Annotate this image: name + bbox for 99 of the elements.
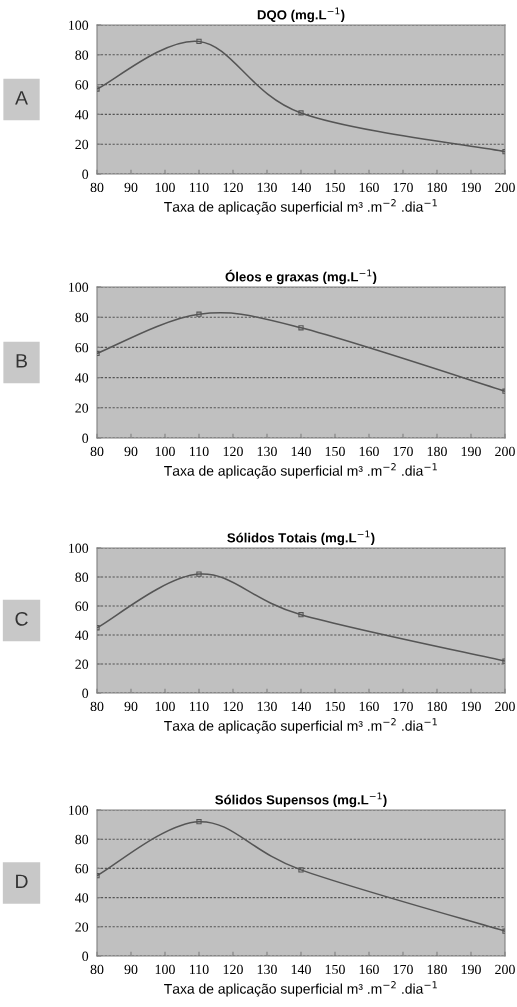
text: A <box>15 91 28 105</box>
x-tick-label: 80 <box>90 446 104 457</box>
x-tick-label: 200 <box>495 701 515 712</box>
y-tick-label: 20 <box>75 922 89 932</box>
y-tick-label: 60 <box>75 342 89 353</box>
y-tick-label: 0 <box>82 169 89 179</box>
x-tick-label: 100 <box>155 182 175 193</box>
x-axis-title: Taxa de aplicação superficial m³ .m$^{−2}$ .dia$^{−1}$ <box>164 463 437 479</box>
point <box>196 571 202 577</box>
chart-title: Sólidos Totais (mg.L$^{−1}$) <box>227 530 375 546</box>
x-tick-label: 90 <box>124 446 138 457</box>
chart-title: Sólidos Supensos (mg.L$^{−1}$) <box>215 792 387 808</box>
x-tick-label: 150 <box>325 446 345 457</box>
x-axis-title: Taxa de aplicação superficial m³ .m$^{−2}$ .dia$^{−1}$ <box>164 981 437 997</box>
x-tick-label: 180 <box>427 182 447 193</box>
x-tick-label: 140 <box>291 701 311 712</box>
x-tick-label: 80 <box>90 182 104 193</box>
line-series <box>97 819 505 934</box>
x-tick-label: 140 <box>291 964 311 975</box>
x-tick-label: 100 <box>155 701 175 712</box>
x-tick-label: 150 <box>325 182 345 193</box>
x-tick-label: 110 <box>190 182 209 193</box>
x-tick-label: 90 <box>124 701 138 712</box>
line-series <box>97 38 505 155</box>
y-tick-label: 20 <box>75 659 89 669</box>
point <box>196 38 202 45</box>
x-tick-label: 150 <box>325 964 345 975</box>
x-tick-label: 90 <box>124 964 138 975</box>
y-tick-label: 80 <box>75 572 89 582</box>
y-tick-label: 20 <box>75 403 89 413</box>
x-tick-label: 130 <box>257 964 277 975</box>
x-tick-label: 120 <box>223 964 243 975</box>
text: D <box>16 874 28 889</box>
x-tick-label: 80 <box>90 701 104 712</box>
x-tick-label: 180 <box>427 446 447 457</box>
chart-title: DQO (mg.L$^{−1}$) <box>257 7 345 23</box>
y-tick-label: 60 <box>75 863 89 874</box>
y-tick-label: 80 <box>75 834 89 845</box>
x-tick-label: 110 <box>190 446 209 457</box>
x-axis-title: Taxa de aplicação superficial m³ .m$^{−2}$ .dia$^{−1}$ <box>164 718 437 734</box>
x-tick-label: 110 <box>190 964 209 975</box>
x-tick-label: 160 <box>359 964 379 975</box>
x-tick-label: 160 <box>359 701 379 712</box>
x-tick-label: 130 <box>257 182 277 193</box>
y-tick-label: 0 <box>82 688 89 698</box>
x-tick-label: 160 <box>359 182 379 193</box>
point <box>298 867 304 873</box>
x-tick-label: 100 <box>155 446 175 457</box>
x-tick-label: 140 <box>291 446 311 457</box>
y-tick-label: 40 <box>75 373 89 383</box>
y-tick-label: 40 <box>75 630 89 640</box>
chart-title: Óleos e graxas (mg.L$^{−1}$) <box>225 269 377 285</box>
x-tick-label: 180 <box>427 964 447 975</box>
x-tick-label: 90 <box>124 182 138 193</box>
line-series <box>97 311 505 394</box>
x-tick-label: 120 <box>223 182 243 193</box>
x-tick-label: 160 <box>359 446 379 457</box>
y-tick-label: 100 <box>69 543 89 553</box>
y-tick-label: 80 <box>75 50 89 60</box>
x-tick-label: 200 <box>495 964 515 975</box>
text: C <box>15 611 28 626</box>
x-tick-label: 190 <box>461 964 481 975</box>
y-tick-label: 60 <box>75 80 89 90</box>
x-tick-label: 80 <box>90 964 104 975</box>
text: B <box>16 354 27 368</box>
point <box>196 311 202 317</box>
y-tick-label: 40 <box>75 893 89 903</box>
y-tick-label: 0 <box>82 951 89 961</box>
x-tick-label: 120 <box>223 701 243 712</box>
y-tick-label: 100 <box>69 20 89 30</box>
y-tick-label: 80 <box>75 312 89 323</box>
x-tick-label: 170 <box>393 964 413 975</box>
x-tick-label: 110 <box>190 701 209 712</box>
x-tick-label: 170 <box>393 701 413 712</box>
y-tick-label: 0 <box>82 433 89 443</box>
x-tick-label: 200 <box>495 182 515 193</box>
x-tick-label: 130 <box>257 701 277 712</box>
x-tick-label: 120 <box>223 446 243 457</box>
x-tick-label: 180 <box>427 701 447 712</box>
x-tick-label: 190 <box>461 182 481 193</box>
point <box>298 110 304 116</box>
x-tick-label: 170 <box>393 446 413 457</box>
y-tick-label: 40 <box>75 109 89 120</box>
point <box>196 819 202 825</box>
x-tick-label: 100 <box>155 964 175 975</box>
x-tick-label: 170 <box>393 182 413 193</box>
x-tick-label: 130 <box>257 446 277 457</box>
x-tick-label: 150 <box>325 701 345 712</box>
y-tick-label: 100 <box>69 282 89 292</box>
point <box>298 612 304 618</box>
x-axis-title: Taxa de aplicação superficial m³ .m$^{−2}$ .dia$^{−1}$ <box>164 199 437 215</box>
x-tick-label: 190 <box>461 701 481 712</box>
y-tick-label: 20 <box>75 139 89 150</box>
x-tick-label: 140 <box>291 182 311 193</box>
y-tick-label: 100 <box>69 805 89 815</box>
x-tick-label: 190 <box>461 446 481 457</box>
y-tick-label: 60 <box>75 601 89 611</box>
point <box>298 325 304 331</box>
x-tick-label: 200 <box>495 446 515 457</box>
